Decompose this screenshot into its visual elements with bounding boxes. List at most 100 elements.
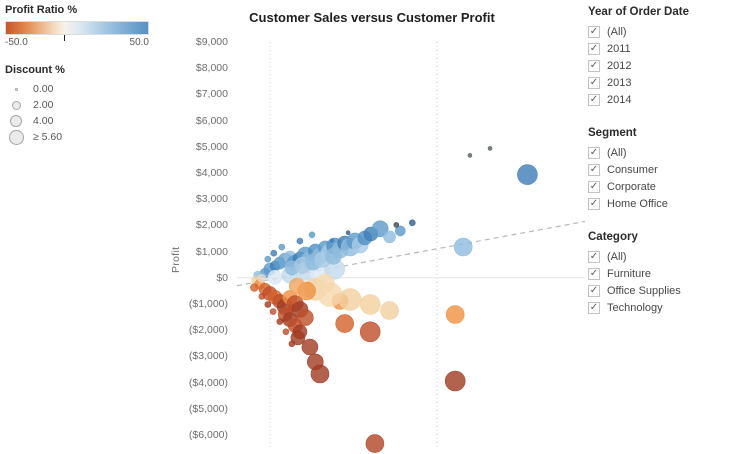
scatter-point[interactable] [345, 230, 351, 235]
scatter-point[interactable] [269, 308, 277, 315]
color-legend-title: Profit Ratio % [5, 4, 78, 16]
scatter-point[interactable] [467, 153, 473, 158]
checkbox-icon[interactable]: ✓ [588, 26, 600, 38]
gradient-min-label: -50.0 [5, 37, 28, 48]
filter-option[interactable]: ✓ Home Office [588, 198, 734, 210]
filter-option[interactable]: ✓ (All) [588, 26, 734, 38]
color-gradient-bar[interactable] [5, 21, 149, 41]
checkbox-icon[interactable]: ✓ [588, 164, 600, 176]
filter-option[interactable]: ✓ Furniture [588, 268, 734, 280]
scatter-point[interactable] [258, 293, 266, 300]
checkbox-icon[interactable]: ✓ [588, 181, 600, 193]
scatter-point[interactable] [395, 225, 406, 237]
filter-group-segment: Segment ✓ (All) ✓ Consumer ✓ Corporate ✓ Home Of… [588, 127, 734, 210]
checkbox-icon[interactable]: ✓ [588, 77, 600, 89]
scatter-point[interactable] [297, 309, 314, 326]
checkbox-icon[interactable]: ✓ [588, 147, 600, 159]
y-axis-tick-label: $9,000 [195, 36, 228, 48]
checkbox-icon[interactable]: ✓ [588, 94, 600, 106]
scatter-point[interactable] [270, 249, 278, 257]
filter-option[interactable]: ✓ Office Supplies [588, 285, 734, 297]
scatter-point[interactable] [264, 255, 272, 263]
checkbox-icon[interactable]: ✓ [588, 198, 600, 210]
y-axis-tick-label: $1,000 [195, 245, 228, 258]
filter-option-label: Consumer [607, 164, 658, 176]
checkbox-icon[interactable]: ✓ [588, 285, 600, 297]
size-legend-circle-cell [5, 115, 27, 127]
filter-option-label: Office Supplies [607, 285, 681, 297]
filter-option[interactable]: ✓ 2011 [588, 43, 734, 55]
scatter-point[interactable] [310, 364, 330, 384]
filter-option[interactable]: ✓ 2014 [588, 94, 734, 106]
scatter-point[interactable] [316, 273, 335, 293]
scatter-point[interactable] [296, 237, 304, 245]
checkbox-icon[interactable]: ✓ [588, 268, 600, 280]
scatter-point[interactable] [329, 238, 335, 243]
scatter-point[interactable] [301, 338, 319, 356]
scatter-point[interactable] [383, 230, 396, 244]
scatter-point[interactable] [278, 243, 286, 251]
scatter-point[interactable] [264, 301, 272, 308]
filter-option-label: 2013 [607, 77, 632, 89]
checkbox-icon[interactable]: ✓ [588, 251, 600, 263]
scatter-point[interactable] [325, 248, 342, 265]
size-legend-label: ≥ 5.60 [33, 131, 63, 143]
filter-option[interactable]: ✓ (All) [588, 251, 734, 263]
scatter-point[interactable] [453, 237, 473, 257]
y-axis-tick-label: $4,000 [195, 167, 228, 179]
checkbox-icon[interactable]: ✓ [588, 60, 600, 72]
scatter-point[interactable] [445, 305, 465, 324]
scatter-point[interactable] [444, 370, 466, 392]
scatter-point[interactable] [267, 270, 283, 285]
y-axis-tick-label: ($1,000) [188, 298, 228, 310]
checkbox-icon[interactable]: ✓ [588, 43, 600, 55]
scatter-point[interactable] [487, 146, 493, 151]
scatter-point[interactable] [371, 220, 389, 238]
scatter-point[interactable] [335, 314, 354, 333]
scatter-point[interactable] [288, 340, 296, 348]
filter-title: Year of Order Date [588, 6, 689, 18]
y-axis-tick-label: $0 [216, 271, 228, 284]
size-legend-circle-cell [5, 100, 27, 110]
scatter-point[interactable] [276, 318, 284, 325]
scatter-point[interactable] [288, 277, 306, 295]
scatter-point[interactable] [308, 231, 316, 239]
scatter-point[interactable] [409, 219, 416, 227]
y-axis-tick-label: ($4,000) [188, 376, 228, 389]
scatter-point[interactable] [290, 330, 306, 346]
filter-option[interactable]: ✓ (All) [588, 147, 734, 159]
legend-panel: Profit Ratio % -50.0 50.0 Discount % 0.0… [5, 4, 157, 145]
y-axis-tick-label: ($3,000) [188, 350, 228, 363]
filter-option[interactable]: ✓ 2013 [588, 77, 734, 89]
scatter-point[interactable] [250, 283, 259, 292]
size-legend-row: 0.00 [5, 81, 157, 97]
scatter-point[interactable] [365, 434, 385, 453]
size-legend-label: 4.00 [33, 115, 54, 127]
filter-panel: Year of Order Date ✓ (All) ✓ 2011 ✓ 2012 ✓ 2013 ✓… [588, 6, 734, 335]
scatter-point[interactable] [257, 274, 267, 283]
size-legend-title: Discount % [5, 64, 65, 76]
scatter-point[interactable] [517, 164, 538, 185]
scatter-point[interactable] [380, 301, 399, 320]
checkbox-icon[interactable]: ✓ [588, 302, 600, 314]
filter-option-label: Furniture [607, 268, 652, 280]
y-axis-tick-label: $3,000 [195, 193, 228, 206]
filter-option[interactable]: ✓ Consumer [588, 164, 734, 176]
filter-option-label: (All) [607, 147, 627, 159]
size-legend-circle-cell [5, 129, 27, 145]
scatter-point[interactable] [338, 288, 362, 311]
filter-option[interactable]: ✓ Corporate [588, 181, 734, 193]
gradient-labels: -50.0 50.0 [5, 37, 149, 48]
filter-group-year-of-order-date: Year of Order Date ✓ (All) ✓ 2011 ✓ 2012 ✓ 2013 ✓… [588, 6, 734, 106]
scatter-point[interactable] [393, 222, 400, 228]
scatter-point[interactable] [359, 294, 381, 315]
filter-option[interactable]: ✓ Technology [588, 302, 734, 314]
scatter-plot-area [236, 42, 586, 453]
y-axis-tick-label: ($6,000) [188, 429, 228, 441]
size-legend-row: 2.00 [5, 97, 157, 113]
filter-option-label: 2014 [607, 94, 632, 106]
filter-option[interactable]: ✓ 2012 [588, 60, 734, 72]
scatter-point[interactable] [282, 328, 290, 336]
size-legend-circle-icon [14, 87, 18, 91]
scatter-point[interactable] [359, 321, 381, 343]
